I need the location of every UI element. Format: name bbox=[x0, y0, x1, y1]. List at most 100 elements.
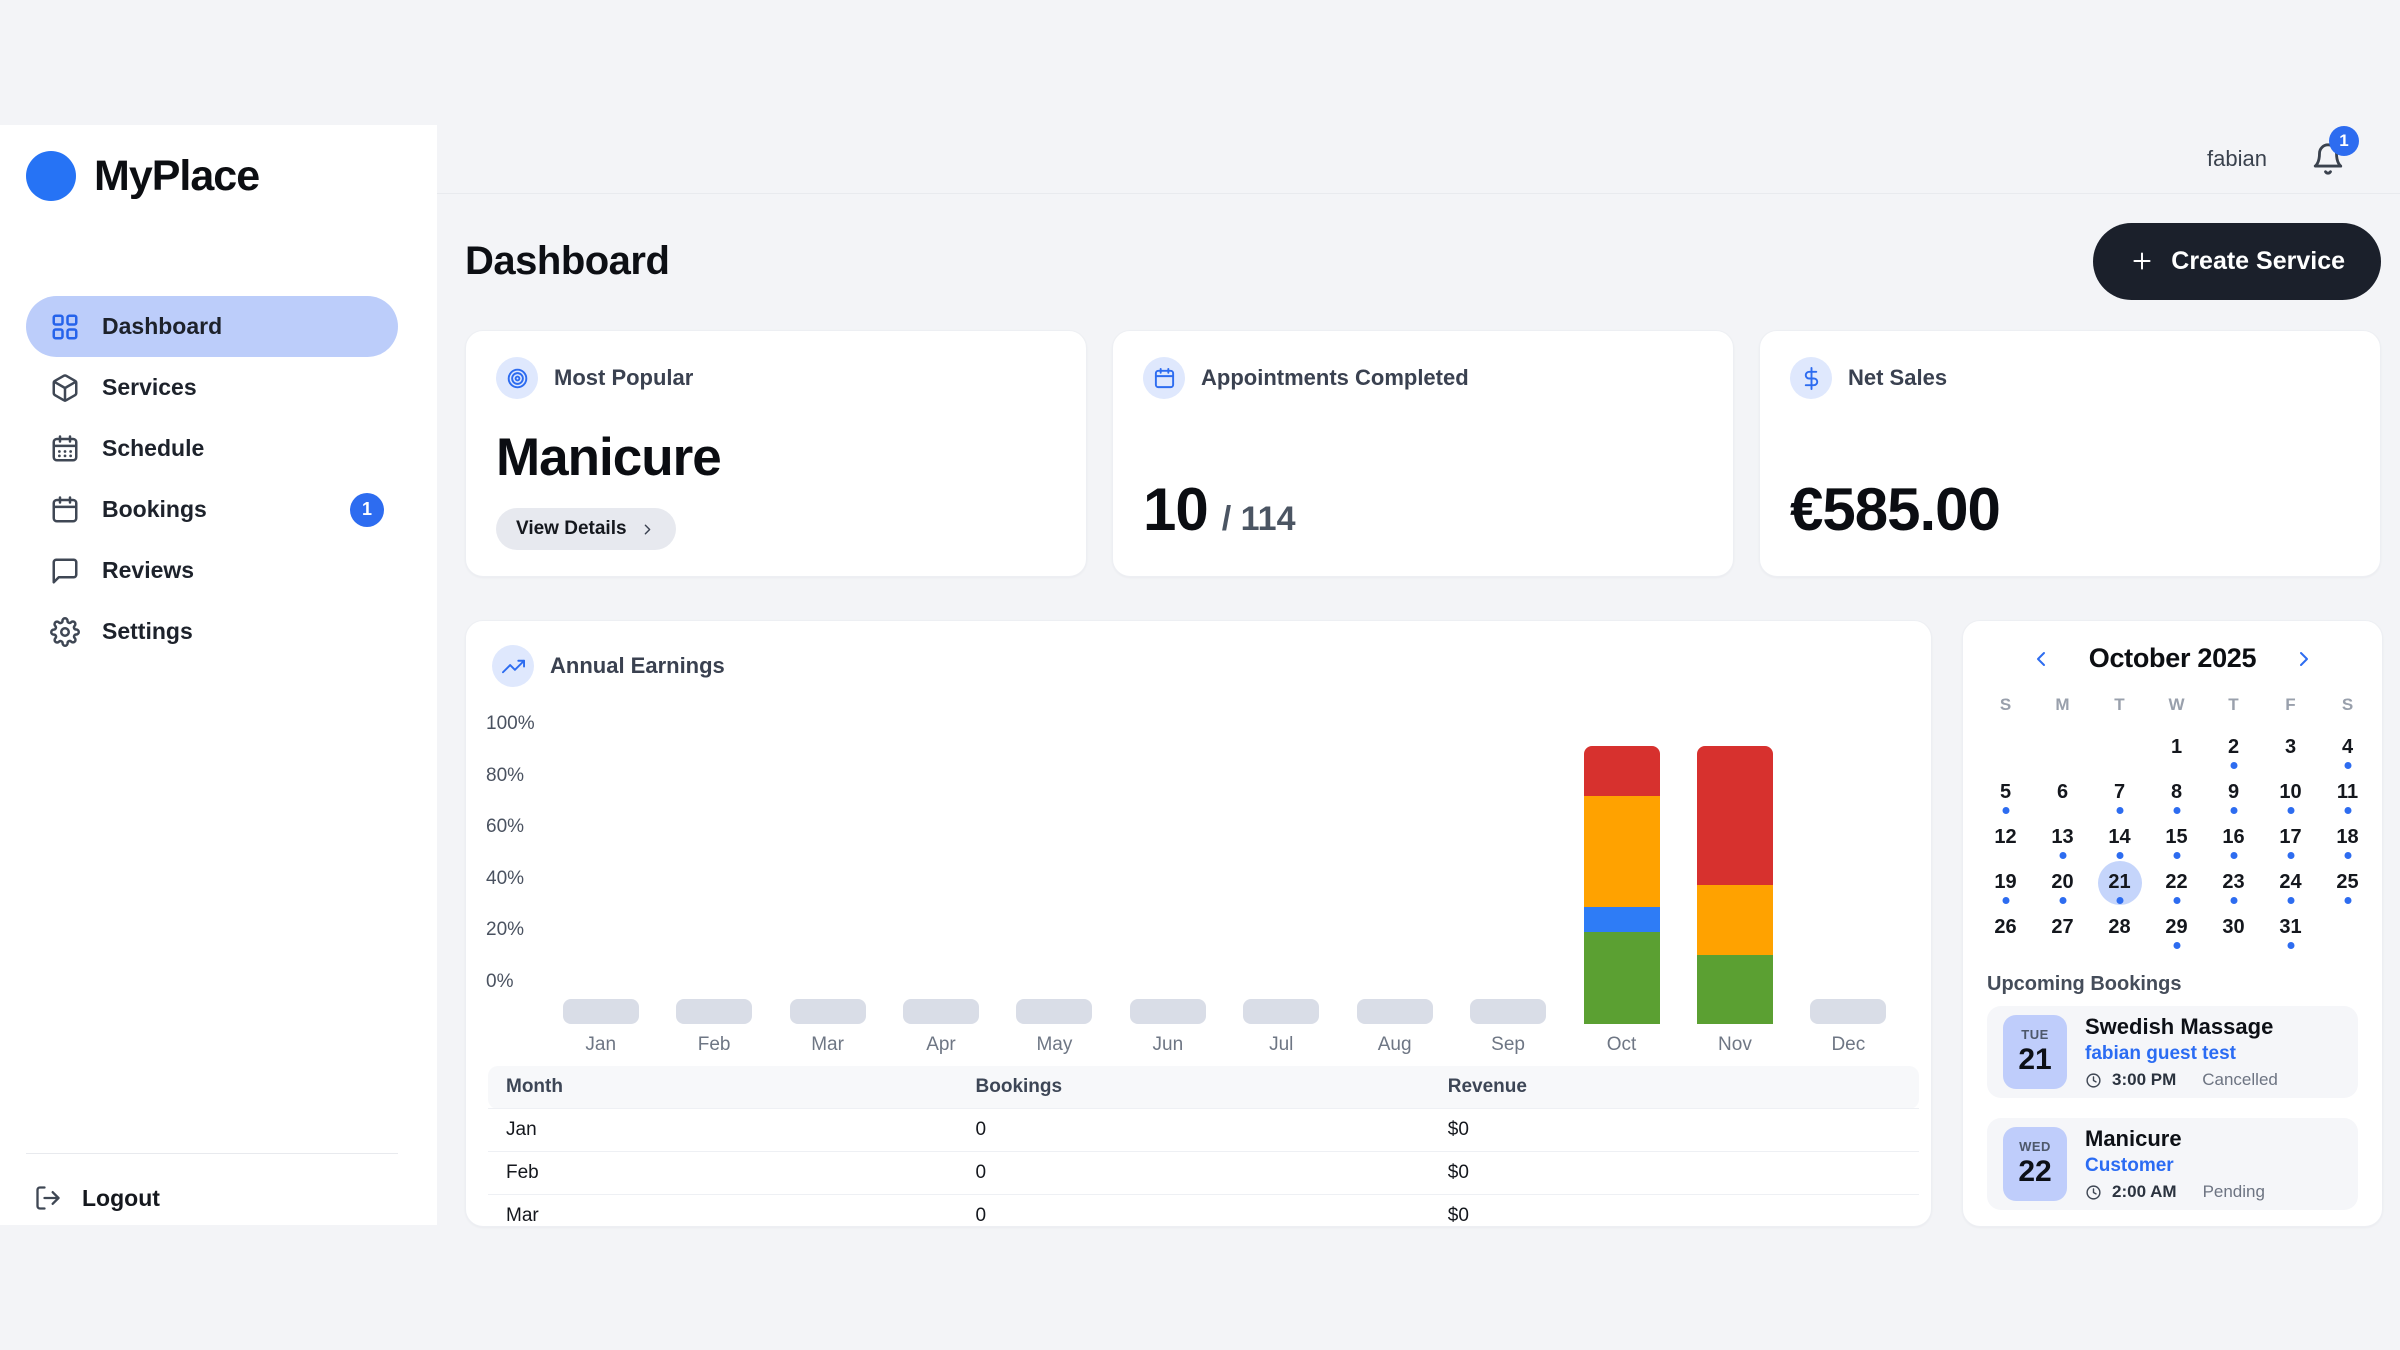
sidebar-item-label: Services bbox=[102, 374, 197, 400]
sidebar-item-services[interactable]: Services bbox=[26, 357, 398, 418]
calendar-day-28[interactable]: 28 bbox=[2108, 916, 2131, 938]
calendar-day-11[interactable]: 11 bbox=[2319, 770, 2376, 815]
calendar-day-22[interactable]: 22 bbox=[2148, 860, 2205, 905]
chart-column-oct bbox=[1565, 621, 1678, 1024]
calendar-day-8[interactable]: 8 bbox=[2148, 770, 2205, 815]
sidebar-item-schedule[interactable]: Schedule bbox=[26, 418, 398, 479]
plus-icon bbox=[2133, 252, 2151, 270]
calendar-day-13[interactable]: 13 bbox=[2034, 815, 2091, 860]
calendar-day-3[interactable]: 3 bbox=[2284, 736, 2297, 758]
weekday-label: T bbox=[2114, 695, 2125, 714]
stat-cards: Most Popular Manicure View Details Appointm… bbox=[465, 330, 2381, 577]
booking-dot bbox=[2116, 897, 2123, 904]
calendar-day-20[interactable]: 20 bbox=[2034, 860, 2091, 905]
calendar-day-10[interactable]: 10 bbox=[2262, 770, 2319, 815]
y-axis-tick: 80% bbox=[486, 764, 525, 786]
chevron-right-icon-holder bbox=[639, 521, 656, 538]
sidebar-item-reviews[interactable]: Reviews bbox=[26, 540, 398, 601]
sidebar-bottom: Logout bbox=[26, 1153, 398, 1212]
x-axis-label: Nov bbox=[1718, 1034, 1752, 1055]
chart-column-may bbox=[998, 621, 1111, 1024]
calendar-day-31[interactable]: 31 bbox=[2262, 905, 2319, 950]
calendar-day-26[interactable]: 26 bbox=[1994, 916, 2017, 938]
calendar-day-23[interactable]: 23 bbox=[2205, 860, 2262, 905]
booking-dot bbox=[2116, 852, 2123, 859]
chart-column-aug bbox=[1338, 621, 1451, 1024]
chart-column-dec bbox=[1792, 621, 1905, 1024]
calendar-day-15[interactable]: 15 bbox=[2148, 815, 2205, 860]
bar-segment-green bbox=[1583, 932, 1660, 1024]
create-service-button[interactable]: Create Service bbox=[2093, 222, 2381, 300]
stat-card-most-popular: Most Popular Manicure View Details bbox=[465, 330, 1087, 577]
sidebar-item-settings[interactable]: Settings bbox=[26, 601, 398, 662]
notification-badge: 1 bbox=[2329, 126, 2359, 156]
username[interactable]: fabian bbox=[2207, 146, 2267, 171]
logout-button[interactable]: Logout bbox=[26, 1184, 398, 1212]
stat-value: Manicure bbox=[496, 428, 722, 487]
calendar-day-17[interactable]: 17 bbox=[2262, 815, 2319, 860]
x-axis-label: Feb bbox=[697, 1034, 731, 1055]
booking-customer-link[interactable]: fabian guest test bbox=[2085, 1043, 2236, 1064]
calendar-day-7[interactable]: 7 bbox=[2091, 770, 2148, 815]
calendar-day-19[interactable]: 19 bbox=[1977, 860, 2034, 905]
calendar-day-27[interactable]: 27 bbox=[2051, 916, 2074, 938]
calendar-day-21[interactable]: 21 bbox=[2091, 860, 2148, 905]
gear-icon-holder bbox=[50, 616, 80, 647]
bar-stub-mar bbox=[789, 999, 866, 1024]
page-title: Dashboard bbox=[465, 238, 670, 283]
y-axis-tick: 40% bbox=[486, 867, 525, 889]
notifications-button[interactable]: 1 bbox=[2311, 126, 2359, 176]
calendar-day-30[interactable]: 30 bbox=[2222, 916, 2245, 938]
booking-dot bbox=[2230, 852, 2237, 859]
calendar-day-9[interactable]: 9 bbox=[2205, 770, 2262, 815]
booking-day: 21 bbox=[2018, 1043, 2052, 1076]
booking-item-swedish-massage[interactable]: TUE 21 Swedish Massage fabian guest test 3:0… bbox=[1987, 1006, 2358, 1098]
table-row: Mar 0 $0 bbox=[488, 1194, 1919, 1226]
calendar-day-29[interactable]: 29 bbox=[2148, 905, 2205, 950]
y-axis-tick: 0% bbox=[486, 970, 514, 992]
calendar-day-5[interactable]: 5 bbox=[1977, 770, 2034, 815]
package-icon bbox=[52, 373, 78, 402]
logout-icon bbox=[36, 1186, 60, 1210]
calendar-day-4[interactable]: 4 bbox=[2319, 725, 2376, 770]
sidebar-item-label: Bookings bbox=[102, 496, 207, 522]
x-axis-label: Jan bbox=[585, 1034, 617, 1055]
chart-column-jan bbox=[544, 621, 657, 1024]
target-icon-circle bbox=[496, 357, 538, 399]
weekday-label: W bbox=[2168, 695, 2185, 714]
chevron-left-icon bbox=[2029, 647, 2053, 671]
calendar-day-18[interactable]: 18 bbox=[2319, 815, 2376, 860]
booking-dot bbox=[2059, 852, 2066, 859]
calendar-day-25[interactable]: 25 bbox=[2319, 860, 2376, 905]
calendar-day-2[interactable]: 2 bbox=[2205, 725, 2262, 770]
x-axis-label: Jun bbox=[1152, 1034, 1184, 1055]
calendar-day-6[interactable]: 6 bbox=[2056, 781, 2069, 803]
booking-item-manicure[interactable]: WED 22 Manicure Customer 2:00 AM Pending bbox=[1987, 1118, 2358, 1210]
chart-column-nov bbox=[1678, 621, 1791, 1024]
stat-total: / 114 bbox=[1221, 500, 1296, 538]
sidebar-item-dashboard[interactable]: Dashboard bbox=[26, 296, 398, 357]
brand-logo bbox=[26, 151, 76, 201]
dollar-icon-circle bbox=[1790, 357, 1832, 399]
calendar-day-1[interactable]: 1 bbox=[2170, 736, 2183, 758]
calendar-day-24[interactable]: 24 bbox=[2262, 860, 2319, 905]
sidebar-item-bookings[interactable]: Bookings 1 bbox=[26, 479, 398, 540]
y-axis-tick: 60% bbox=[486, 816, 525, 837]
chart-column-jul bbox=[1225, 621, 1338, 1024]
booking-dot bbox=[2002, 807, 2009, 814]
stat-value: €585.00 bbox=[1790, 476, 2001, 543]
calendar-prev-button[interactable] bbox=[2029, 647, 2053, 671]
calendar-day-16[interactable]: 16 bbox=[2205, 815, 2262, 860]
clock-icon-holder bbox=[2085, 1072, 2102, 1089]
x-axis-label: Mar bbox=[811, 1034, 844, 1055]
calendar-next-button[interactable] bbox=[2292, 647, 2316, 671]
booking-customer-link[interactable]: Customer bbox=[2085, 1155, 2174, 1176]
view-details-button[interactable]: View Details bbox=[496, 508, 676, 550]
calendar-day-12[interactable]: 12 bbox=[1994, 826, 2017, 848]
table-cell: Mar bbox=[488, 1194, 975, 1226]
chart-column-mar bbox=[771, 621, 884, 1024]
calendar-blank bbox=[2034, 725, 2091, 770]
calendar-day-14[interactable]: 14 bbox=[2091, 815, 2148, 860]
weekday-label: S bbox=[2341, 695, 2354, 714]
